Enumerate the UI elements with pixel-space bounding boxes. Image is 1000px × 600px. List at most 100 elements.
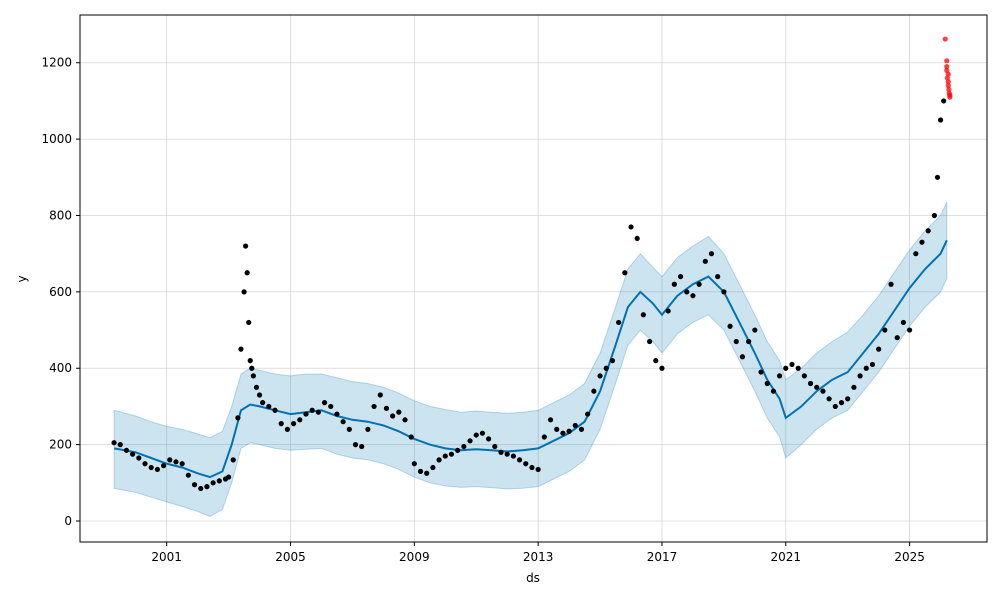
observed-point <box>727 323 733 329</box>
observed-point <box>708 251 715 257</box>
observed-point <box>424 470 430 476</box>
observed-points <box>111 98 947 492</box>
observed-point <box>204 484 210 490</box>
highlighted-point <box>945 79 951 85</box>
observed-point <box>690 293 696 299</box>
observed-point <box>117 442 123 448</box>
observed-point <box>396 409 402 415</box>
observed-point <box>702 258 708 264</box>
observed-point <box>290 421 297 427</box>
observed-point <box>622 270 628 276</box>
observed-point <box>566 428 572 434</box>
forecast-line <box>113 239 948 479</box>
observed-point <box>448 451 455 457</box>
observed-point <box>696 281 702 287</box>
observed-point <box>210 480 216 486</box>
observed-point <box>894 335 900 341</box>
observed-point <box>250 373 256 379</box>
observed-point <box>863 365 869 371</box>
observed-point <box>603 365 609 371</box>
observed-point <box>321 400 328 406</box>
observed-point <box>111 440 117 446</box>
y-tick-label: 0 <box>64 514 72 528</box>
highlighted-point <box>947 94 953 100</box>
observed-point <box>173 459 179 465</box>
observed-point <box>461 443 467 450</box>
observed-point <box>807 380 814 387</box>
observed-point <box>377 392 383 398</box>
observed-point <box>572 422 578 429</box>
x-axis-label: ds <box>526 571 540 585</box>
observed-point <box>436 457 442 463</box>
observed-point <box>249 365 255 371</box>
observed-point <box>479 430 486 436</box>
observed-point <box>838 400 845 406</box>
observed-point <box>246 319 252 326</box>
highlighted-point <box>942 36 948 42</box>
observed-point <box>498 449 504 455</box>
observed-point <box>535 466 541 473</box>
observed-point <box>142 461 148 467</box>
observed-point <box>752 327 758 333</box>
observed-point <box>814 384 820 390</box>
observed-point <box>795 365 801 371</box>
observed-point <box>148 464 154 471</box>
observed-point <box>244 270 250 276</box>
observed-point <box>230 457 236 463</box>
observed-point <box>411 461 417 467</box>
observed-point <box>241 289 247 295</box>
observed-point <box>640 312 646 318</box>
x-tick-label: 2005 <box>275 550 306 564</box>
observed-point <box>486 436 492 442</box>
observed-point <box>238 346 244 352</box>
observed-point <box>931 212 937 219</box>
observed-point <box>882 327 888 333</box>
observed-point <box>408 434 414 440</box>
observed-point <box>191 482 198 488</box>
observed-point <box>770 388 777 394</box>
observed-point <box>913 251 919 257</box>
observed-point <box>585 411 591 417</box>
observed-point <box>504 451 510 457</box>
observed-point <box>272 407 278 413</box>
observed-point <box>925 228 931 234</box>
observed-point <box>820 388 826 394</box>
y-tick-label: 200 <box>49 438 72 452</box>
observed-point <box>529 464 535 471</box>
observed-point <box>937 117 944 123</box>
highlighted-point <box>944 63 950 70</box>
observed-point <box>715 273 721 280</box>
observed-point <box>547 417 554 423</box>
x-tick-label: 2025 <box>894 550 925 564</box>
observed-point <box>758 369 764 375</box>
observed-point <box>266 403 272 410</box>
observed-point <box>783 365 789 371</box>
observed-point <box>185 472 191 478</box>
observed-point <box>684 289 690 295</box>
observed-point <box>371 403 377 410</box>
x-axis: 2001 2005 2009 2013 2017 2021 2025 <box>151 542 925 564</box>
observed-point <box>225 474 232 480</box>
y-tick-label: 600 <box>49 285 72 299</box>
observed-point <box>260 400 266 406</box>
observed-point <box>776 373 783 379</box>
observed-point <box>541 434 547 440</box>
observed-point <box>597 373 603 379</box>
y-tick-label: 800 <box>49 208 72 222</box>
observed-point <box>845 396 851 402</box>
observed-point <box>130 451 136 457</box>
observed-point <box>733 338 739 345</box>
observed-point <box>253 384 260 390</box>
observed-point <box>315 409 321 415</box>
observed-point <box>256 392 263 398</box>
observed-point <box>628 224 634 230</box>
x-tick-label: 2009 <box>399 550 430 564</box>
observed-point <box>359 443 365 450</box>
observed-point <box>826 396 832 402</box>
observed-point <box>455 447 461 453</box>
observed-point <box>907 327 913 333</box>
observed-point <box>934 174 941 180</box>
observed-point <box>303 411 309 417</box>
